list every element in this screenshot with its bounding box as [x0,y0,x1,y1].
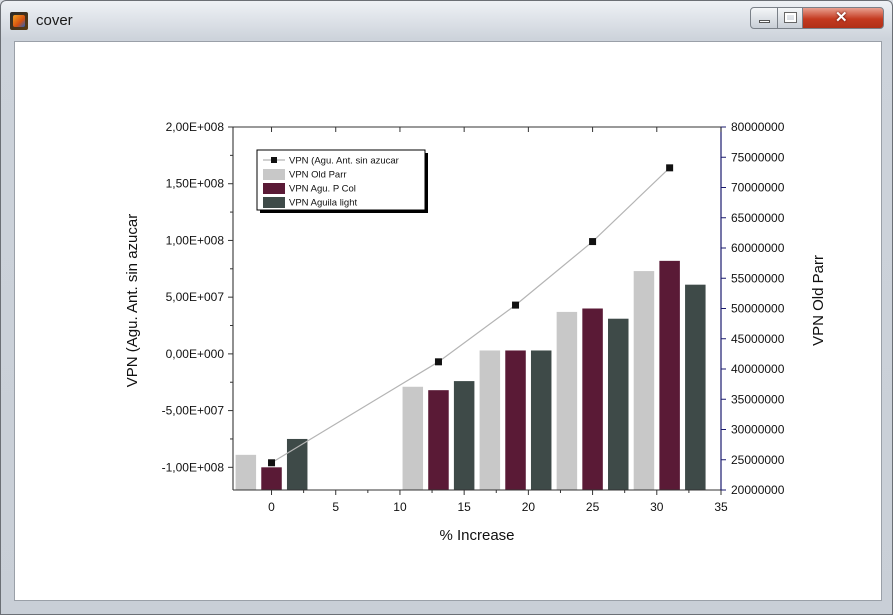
bar-2-4 [582,308,603,490]
y2-tick-label-2: 25000000 [731,453,785,467]
y-tick-label-6: 1,50E+008 [166,177,225,191]
close-button[interactable]: ✕ [802,7,884,29]
y-axis-title: VPN (Agu. Ant. sin azucar [124,214,141,387]
close-icon: ✕ [835,9,848,26]
bar-2-2 [428,390,449,490]
y2-tick-label-12: 75000000 [731,150,785,164]
bar-3-4 [608,318,629,490]
x-tick-label-5: 20 [522,500,536,514]
y2-tick-label-9: 60000000 [731,241,785,255]
y-tick-label-7: 2,00E+008 [166,120,225,134]
chart: 0 5 10 15 20 25 30 35 -1,00E+008 -5,00E+007 0,00E+… [124,120,827,544]
y2-tick-label-6: 45000000 [731,332,785,346]
bar-1-1 [235,454,257,490]
line-point-3 [512,301,520,309]
minimize-icon [759,20,770,23]
x-tick-label-8: 35 [714,500,728,514]
y2-tick-label-11: 70000000 [731,181,785,195]
legend-label-1: VPN (Agu. Ant. sin azucar [289,156,399,167]
x-tick-label-4: 15 [457,500,471,514]
y2-tick-label-10: 65000000 [731,211,785,225]
y-tick-label-1: -1,00E+008 [162,460,225,474]
legend-label-2: VPN Old Parr [289,170,347,181]
x-axis-title: % Increase [439,527,514,544]
legend-line-marker [271,157,277,163]
legend-swatch-1 [263,169,285,180]
line-point-5 [666,164,674,172]
bar-2-5 [659,260,680,490]
y2-tick-label-4: 35000000 [731,392,785,406]
x-tick-label-7: 30 [650,500,664,514]
y2-tick-label-7: 50000000 [731,302,785,316]
bar-2-1 [261,467,282,490]
x-tick-label-3: 10 [393,500,407,514]
minimize-button[interactable] [750,7,778,29]
x-tick-label-1: 0 [268,500,275,514]
figure-canvas: 0 5 10 15 20 25 30 35 -1,00E+008 -5,00E+007 0,00E+… [14,41,882,601]
bar-3-5 [685,284,706,490]
y2-tick-label-8: 55000000 [731,271,785,285]
y2-tick-label-1: 20000000 [731,483,785,497]
matlab-figure-icon [10,12,28,30]
maximize-icon [784,12,797,23]
y2-axis-title: VPN Old Parr [810,255,827,346]
bar-1-2 [402,386,424,490]
legend-swatch-2 [263,183,285,194]
legend-swatch-3 [263,197,285,208]
bar-3-3 [530,350,552,490]
bar-1-5 [633,271,655,490]
y-tick-label-5: 1,00E+008 [166,233,225,247]
bar-1-3 [479,350,501,490]
y-tick-label-4: 5,00E+007 [166,290,225,304]
bar-1-4 [556,311,578,490]
bar-3-2 [453,381,475,490]
bar-2-3 [505,350,526,490]
y-tick-label-2: -5,00E+007 [162,404,225,418]
y2-tick-label-3: 30000000 [731,423,785,437]
x-tick-label-6: 25 [586,500,600,514]
legend-label-3: VPN Agu. P Col [289,184,356,195]
line-point-1 [268,459,276,467]
window-title: cover [36,12,73,29]
maximize-button[interactable] [777,7,803,29]
line-point-4 [589,238,597,246]
line-point-2 [434,358,442,366]
x-tick-label-2: 5 [332,500,339,514]
y2-tick-label-5: 40000000 [731,362,785,376]
y2-tick-label-13: 80000000 [731,120,785,134]
y-tick-label-3: 0,00E+000 [166,347,225,361]
bar-3-1 [286,438,308,490]
legend-label-4: VPN Aguila light [289,198,357,209]
title-bar[interactable]: cover ✕ [1,1,893,41]
